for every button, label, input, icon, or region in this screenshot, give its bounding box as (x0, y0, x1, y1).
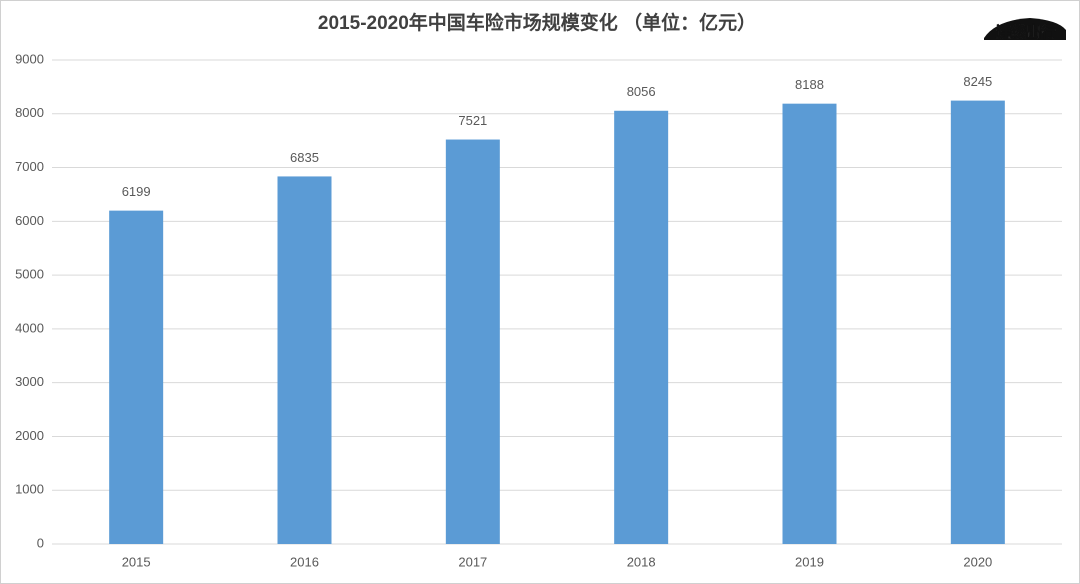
chart-title: 2015-2020年中国车险市场规模变化 （单位：亿元） (318, 11, 756, 34)
value-label: 8245 (963, 74, 992, 89)
x-tick-label: 2015 (122, 554, 151, 569)
watermark-icon (984, 18, 1066, 40)
value-label: 8056 (627, 84, 656, 99)
y-tick-label: 6000 (15, 213, 44, 228)
y-tick-label: 0 (37, 535, 44, 550)
x-tick-label: 2020 (963, 554, 992, 569)
watermark: 连线出行 (996, 23, 1056, 41)
x-tick-label: 2019 (795, 554, 824, 569)
bar (445, 139, 500, 544)
x-tick-label: 2017 (458, 554, 487, 569)
bar (614, 110, 669, 544)
y-tick-label: 3000 (15, 374, 44, 389)
y-tick-label: 2000 (15, 428, 44, 443)
value-label: 7521 (458, 113, 487, 128)
bar (950, 100, 1005, 544)
x-tick-label: 2018 (627, 554, 656, 569)
y-tick-label: 8000 (15, 105, 44, 120)
y-tick-label: 1000 (15, 482, 44, 497)
y-tick-label: 9000 (15, 51, 44, 66)
value-label: 6835 (290, 150, 319, 165)
x-tick-label: 2016 (290, 554, 319, 569)
value-label: 6199 (122, 184, 151, 199)
value-label: 8188 (795, 77, 824, 92)
y-tick-label: 7000 (15, 159, 44, 174)
y-tick-label: 5000 (15, 267, 44, 282)
bar (782, 103, 837, 545)
y-tick-label: 4000 (15, 320, 44, 335)
bar (277, 176, 332, 544)
bar (109, 210, 164, 544)
